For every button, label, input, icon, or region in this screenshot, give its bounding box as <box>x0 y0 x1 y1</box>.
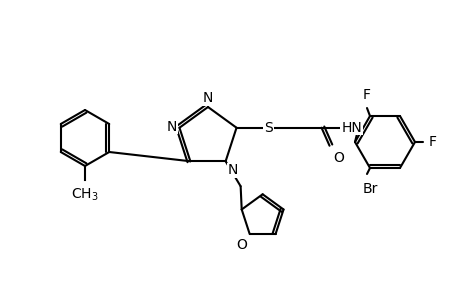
Text: O: O <box>333 151 344 165</box>
Text: S: S <box>263 121 272 135</box>
Text: Br: Br <box>362 182 377 196</box>
Text: HN: HN <box>341 121 361 135</box>
Text: O: O <box>235 238 246 252</box>
Text: F: F <box>362 88 370 102</box>
Text: N: N <box>167 120 177 134</box>
Text: CH$_3$: CH$_3$ <box>71 187 99 203</box>
Text: N: N <box>202 91 213 105</box>
Text: F: F <box>428 135 436 149</box>
Text: N: N <box>227 163 237 177</box>
